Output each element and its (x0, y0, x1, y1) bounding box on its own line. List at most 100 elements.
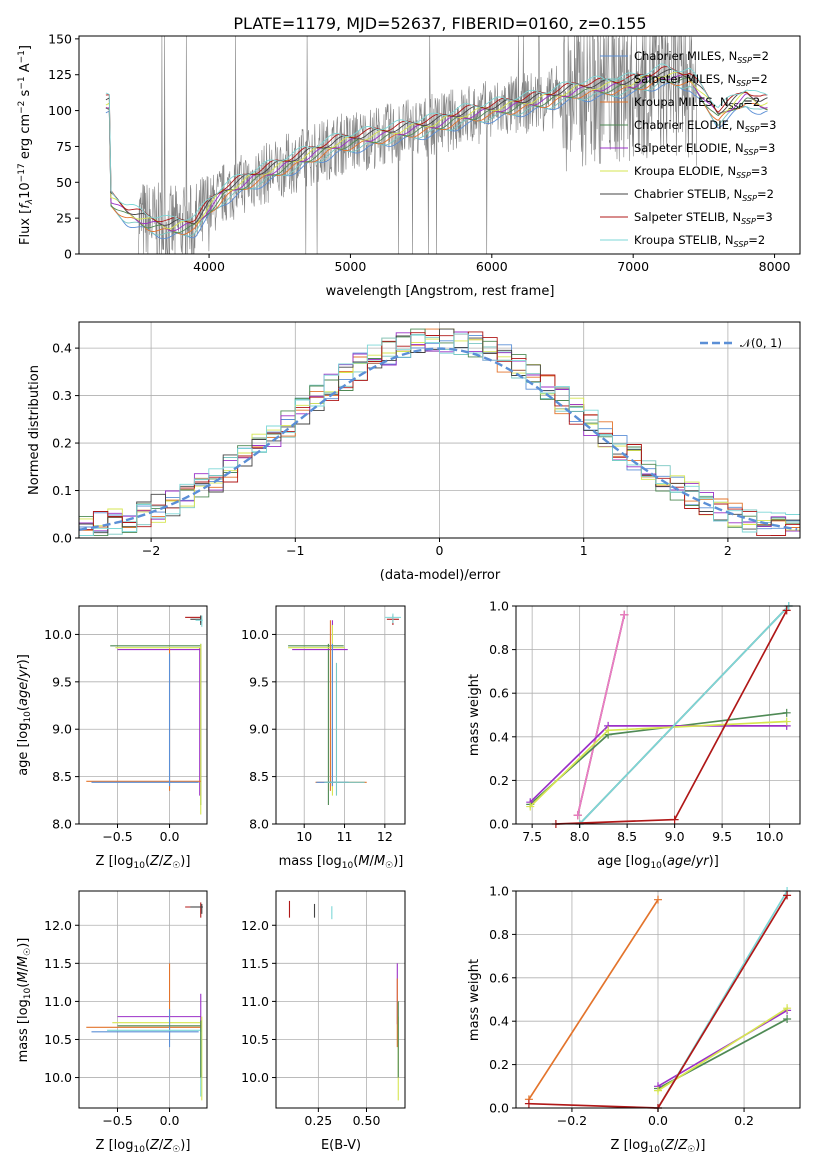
mass-extinction-errorbars (288, 900, 399, 1101)
legend-label: Kroupa ELODIE, NSSP=3 (634, 164, 768, 180)
mass-metallicity-errorbars (86, 902, 203, 1101)
weight-age-y-tick-label: 0.0 (489, 817, 509, 832)
mass-weight-marker (782, 606, 791, 615)
spectrum-x-tick-label: 4000 (193, 259, 225, 274)
weight-age-x-tick-label: 8.5 (617, 829, 637, 844)
age-mass-x-tick-label: 11 (337, 829, 353, 844)
spectrum-x-tick-label: 7000 (617, 259, 649, 274)
legend-label: Chabrier MILES, NSSP=2 (634, 49, 769, 65)
model-spectrum-line (105, 77, 768, 235)
weight-age-x-axis-label: age [log10(age/yr)] (597, 854, 719, 871)
age-z-y-tick-label: 8.5 (52, 769, 72, 784)
mass-weight-marker (782, 708, 791, 717)
weight-age-y-tick-label: 1.0 (489, 599, 509, 614)
mass-ebv-x-tick-label: 0.25 (304, 1113, 332, 1128)
legend-label: Kroupa STELIB, NSSP=2 (634, 233, 765, 249)
spectrum-legend: Chabrier MILES, NSSP=2 Salpeter MILES, NS… (600, 49, 776, 249)
mass-weight-marker (654, 1086, 662, 1095)
spectrum-y-tick-label: 25 (56, 211, 72, 226)
mass-weight-line (529, 725, 787, 803)
observed-spectrum-line (138, 35, 697, 255)
mass-ebv-y-tick-label: 11.5 (241, 956, 269, 971)
weight-z-x-tick-label: 0.2 (734, 1113, 754, 1128)
weight-z-y-tick-label: 0.4 (489, 1014, 509, 1029)
weight-age-y-tick-label: 0.4 (489, 729, 509, 744)
histogram-y-tick-label: 0.2 (52, 436, 72, 451)
mass-weight-marker (783, 1015, 792, 1024)
age-z-plot-frame (78, 605, 208, 825)
weight-z-x-tick-label: 0.0 (648, 1113, 668, 1128)
age-z-x-tick-label: −0.5 (102, 829, 132, 844)
weight-age-y-tick-label: 0.8 (489, 642, 509, 657)
histogram-x-tick-label: −1 (286, 543, 304, 558)
histogram-step-line (79, 328, 800, 534)
mass-z-y-tick-label: 12.0 (44, 918, 72, 933)
mass-weight-marker (783, 1004, 792, 1013)
model-spectrum-line (105, 74, 768, 232)
weight-age-x-tick-label: 9.0 (665, 829, 685, 844)
histogram-x-tick-label: 2 (724, 543, 732, 558)
age-mass-x-axis-label: mass [log10(M/M☉)] (279, 854, 404, 871)
histogram-x-axis-label: (data-model)/error (380, 568, 501, 583)
weight-z-y-tick-label: 0.0 (489, 1101, 509, 1116)
weight-age-x-tick-label: 9.5 (712, 829, 732, 844)
spectrum-y-tick-label: 100 (48, 103, 72, 118)
age-mass-y-tick-label: 8.5 (249, 769, 269, 784)
spectrum-x-tick-label: 6000 (476, 259, 508, 274)
mass-weight-line (576, 614, 626, 816)
spectrum-x-tick-label: 8000 (759, 259, 791, 274)
mass-weight-marker (782, 717, 791, 726)
spectrum-x-axis-label: wavelength [Angstrom, rest frame] (326, 284, 555, 299)
age-mass-y-tick-label: 10.0 (241, 627, 269, 642)
histogram-y-tick-label: 0.3 (52, 388, 72, 403)
residual-histograms (79, 328, 800, 537)
weight-z-y-tick-label: 1.0 (489, 884, 509, 899)
mass-z-plot-frame (78, 890, 208, 1109)
weight-z-y-tick-label: 0.6 (489, 970, 509, 985)
weight-age-y-tick-label: 0.6 (489, 686, 509, 701)
mass-z-y-tick-label: 10.0 (44, 1070, 72, 1085)
age-z-y-tick-label: 10.0 (44, 627, 72, 642)
age-mass-plot-frame (275, 605, 406, 825)
mass-z-x-tick-label: −0.5 (102, 1113, 132, 1128)
mass-z-y-tick-label: 10.5 (44, 1032, 72, 1047)
model-spectrum-line (105, 63, 768, 221)
weight-z-y-tick-label: 0.8 (489, 927, 509, 942)
age-mass-errorbars (288, 613, 401, 806)
weight-age-x-tick-label: 7.5 (522, 829, 542, 844)
mass-weight-line (528, 1102, 659, 1109)
legend-label: Salpeter STELIB, NSSP=3 (634, 210, 773, 226)
mass-weight-marker (524, 1099, 533, 1108)
mass-ebv-plot-frame (275, 890, 406, 1109)
histogram-x-tick-label: 0 (436, 543, 444, 558)
mass-z-x-axis-label: Z [log10(Z/Z☉)] (96, 1138, 191, 1155)
histogram-y-tick-label: 0.0 (52, 531, 72, 546)
age-mass-y-tick-label: 9.5 (249, 674, 269, 689)
observed-spectrum (138, 35, 697, 255)
spectrum-y-tick-label: 125 (48, 67, 72, 82)
mass-ebv-y-tick-label: 10.0 (241, 1070, 269, 1085)
gaussian-legend-label: 𝒩(0, 1) (740, 336, 782, 350)
mass-weight-marker (573, 811, 582, 820)
weight-age-x-tick-label: 10.0 (756, 829, 784, 844)
mass-weight-line (657, 1007, 788, 1092)
mass-z-y-tick-label: 11.5 (44, 956, 72, 971)
age-z-y-tick-label: 9.0 (52, 722, 72, 737)
model-spectrum-line (105, 71, 768, 230)
gaussian-curve (78, 347, 798, 531)
legend-label: Chabrier ELODIE, NSSP=3 (634, 118, 776, 134)
spectrum-title: PLATE=1179, MJD=52637, FIBERID=0160, z=0… (233, 14, 646, 33)
mass-z-x-tick-label: 0.0 (160, 1113, 180, 1128)
mass-z-y-axis-label: mass [log10(M/M☉)] (16, 938, 33, 1063)
legend-label: Chabrier STELIB, NSSP=2 (634, 187, 774, 203)
mass-weight-line (528, 899, 659, 1100)
weight-z-y-axis-label: mass weight (467, 959, 482, 1041)
histogram-x-tick-label: −2 (142, 543, 160, 558)
model-spectra (105, 63, 768, 240)
histogram-y-tick-label: 0.1 (52, 483, 72, 498)
mass-weight-marker (620, 610, 629, 619)
age-z-y-tick-label: 9.5 (52, 674, 72, 689)
mass-ebv-y-tick-label: 10.5 (241, 1032, 269, 1047)
spectrum-y-axis-label: Flux [fλ10−17 erg cm−2 s−1 A−1] (17, 45, 35, 245)
